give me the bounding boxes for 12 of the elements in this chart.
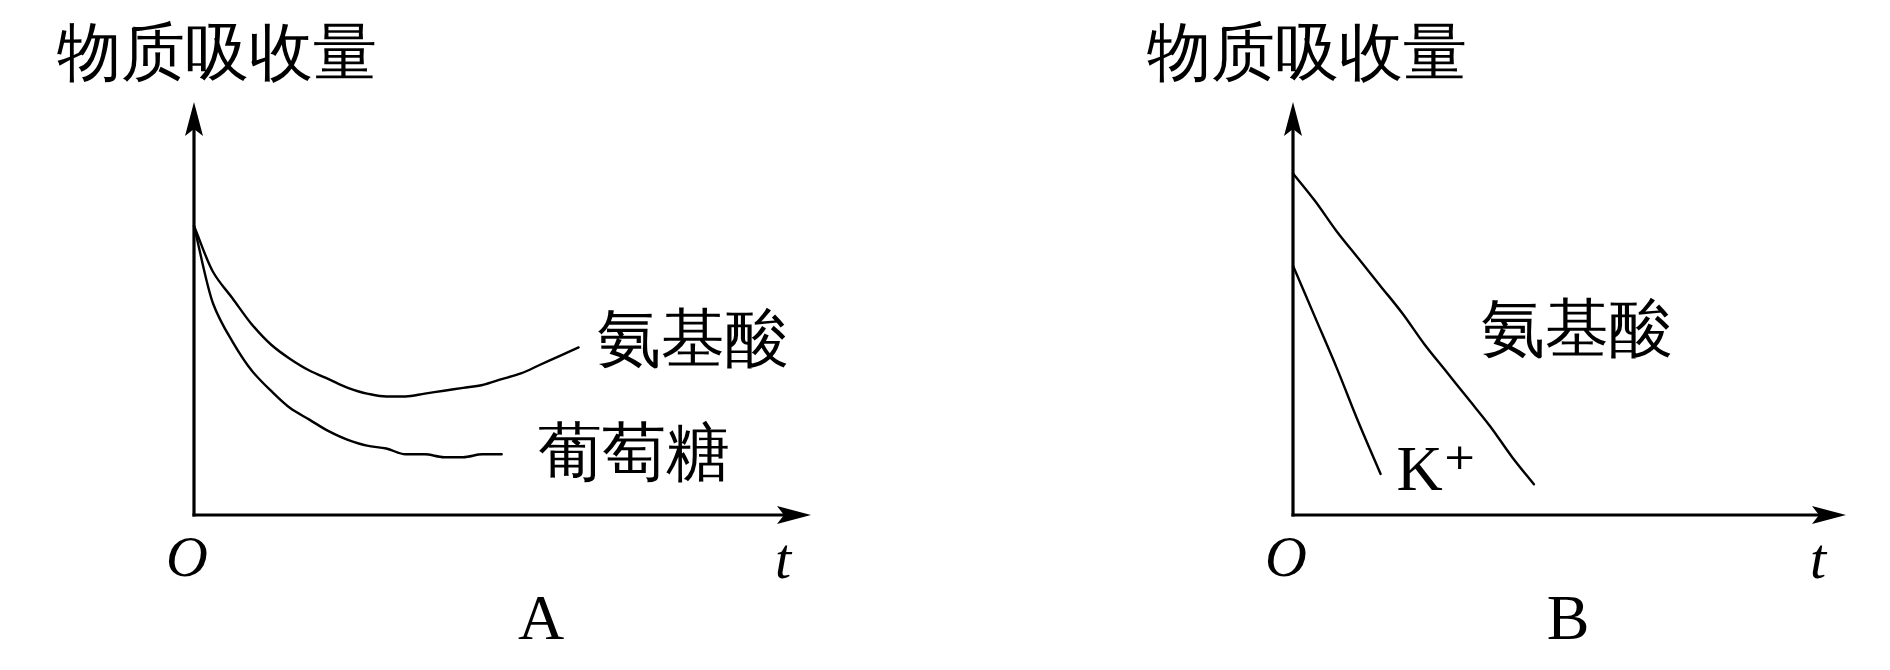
title: A xyxy=(517,581,565,653)
ylabel: 物质吸收量 xyxy=(1147,16,1467,88)
annotation: O xyxy=(166,523,208,589)
series-label: 葡萄糖 xyxy=(537,416,730,488)
series-label: K⁺ xyxy=(1396,432,1477,504)
annotation: O xyxy=(1265,523,1307,589)
series-label: 氨基酸 xyxy=(1481,293,1674,365)
xlabel: t xyxy=(774,525,792,591)
ylabel: 物质吸收量 xyxy=(57,16,377,88)
series-label: 氨基酸 xyxy=(596,302,789,374)
title: B xyxy=(1546,581,1590,653)
xlabel: t xyxy=(1809,525,1827,591)
